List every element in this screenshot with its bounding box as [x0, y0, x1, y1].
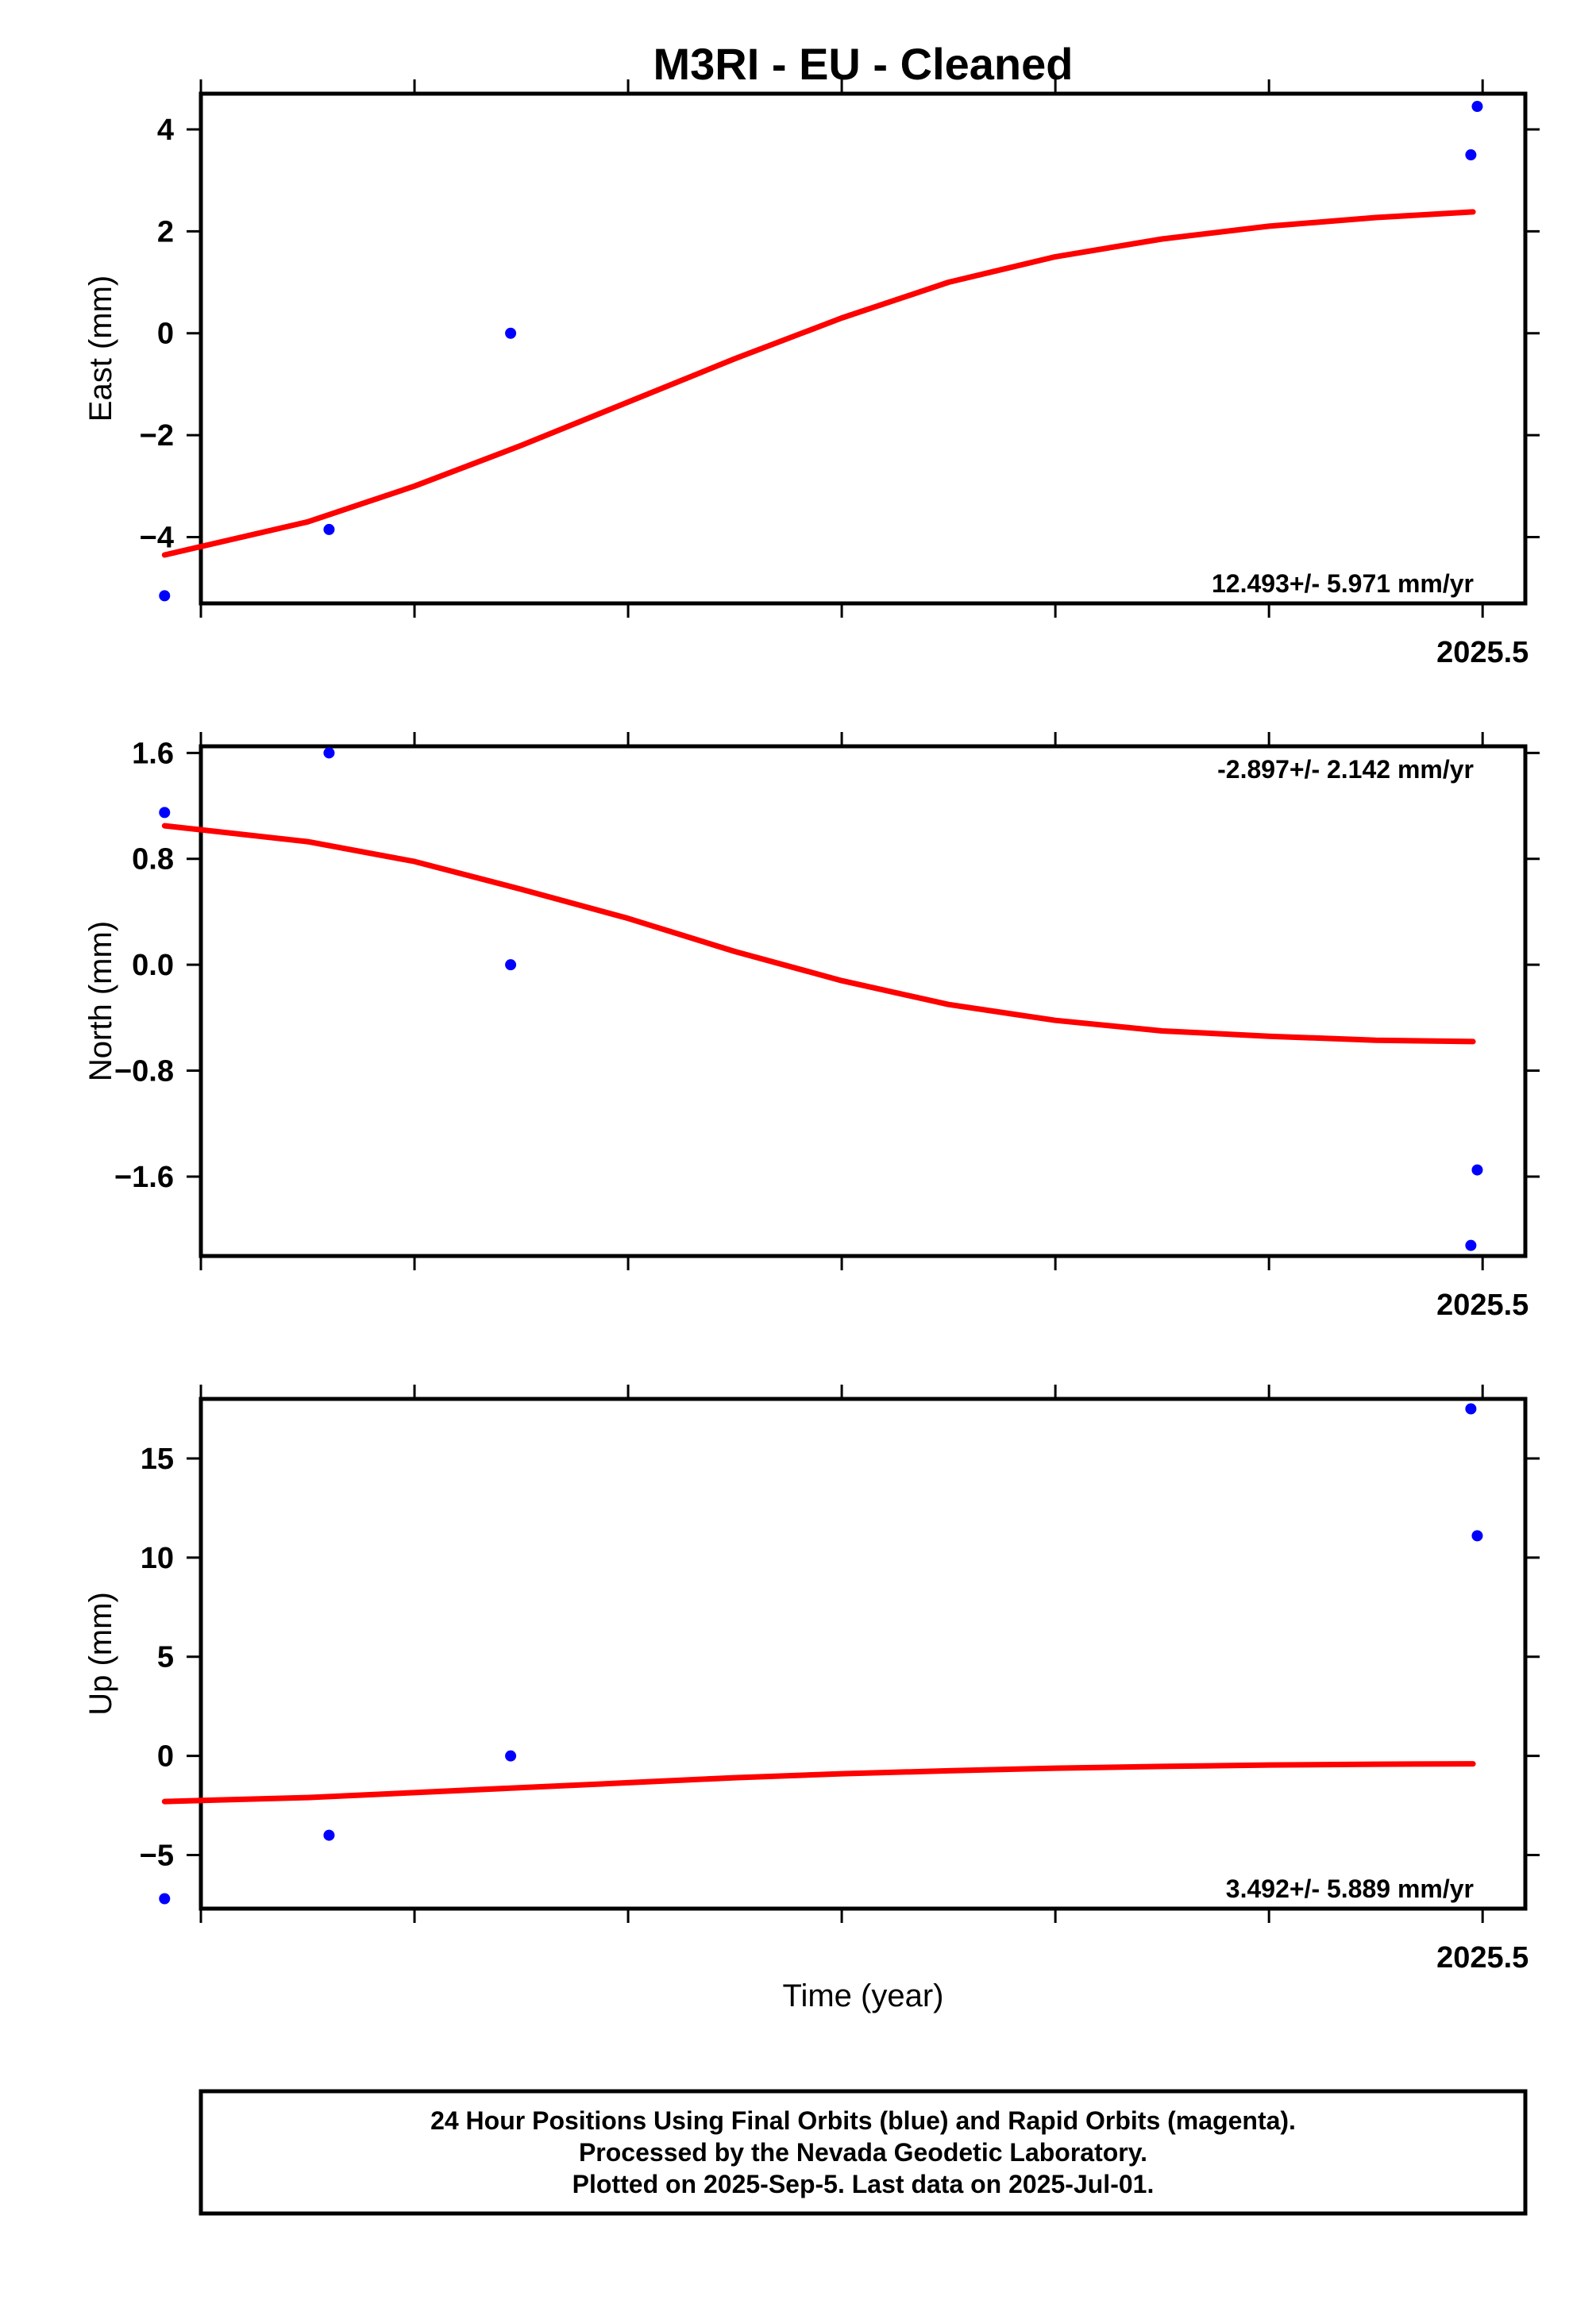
up-data-point [1465, 1403, 1477, 1415]
up-rate-label: 3.492+/- 5.889 mm/yr [1226, 1874, 1474, 1903]
footer-line-2: Processed by the Nevada Geodetic Laborat… [579, 2138, 1147, 2167]
north-xtick-label: 2025.5 [1436, 1289, 1529, 1322]
east-ytick-label: 2 [157, 215, 174, 249]
up-panel: −5 0 5 10 15 2025.5 Up (mm) 3.492+/- 5.889 mm/y… [83, 1385, 1540, 1975]
north-ytick-label: −1.6 [114, 1161, 174, 1194]
north-y-axis-label: North (mm) [83, 921, 118, 1081]
east-ytick-label: −4 [140, 522, 174, 555]
up-data-point [159, 1893, 171, 1905]
up-data-point [505, 1750, 517, 1762]
north-ytick-label: 0.0 [132, 949, 174, 982]
up-ytick-label: −5 [140, 1840, 174, 1873]
north-data-point [1471, 1164, 1483, 1176]
up-ytick-label: 0 [157, 1740, 174, 1774]
east-ytick-label: −2 [140, 419, 174, 453]
north-ytick-label: 1.6 [132, 737, 174, 770]
up-fit-line [161, 1761, 1476, 1805]
up-ytick-label: 15 [141, 1443, 174, 1476]
footer-line-1: 24 Hour Positions Using Final Orbits (bl… [430, 2106, 1296, 2135]
north-panel: −1.6 −0.8 0.0 0.8 1.6 2025.5 North (mm) -2.897+… [83, 732, 1540, 1322]
up-ytick-label: 5 [157, 1641, 174, 1674]
footer-line-3: Plotted on 2025-Sep-5. Last data on 2025… [572, 2170, 1155, 2198]
north-data-point [505, 959, 517, 971]
north-data-point [1465, 1239, 1477, 1251]
east-ytick-label: 4 [157, 114, 174, 147]
up-data-point [323, 1829, 335, 1841]
east-frame [199, 91, 1528, 606]
up-ytick-label: 10 [141, 1542, 174, 1575]
north-ytick-label: 0.8 [132, 843, 174, 877]
east-data-point [323, 523, 335, 535]
east-data-point [1471, 101, 1483, 113]
east-rate-label: 12.493+/- 5.971 mm/yr [1212, 569, 1474, 598]
east-fit-line [161, 209, 1476, 558]
north-rate-label: -2.897+/- 2.142 mm/yr [1217, 755, 1474, 784]
up-xtick-label: 2025.5 [1436, 1941, 1529, 1975]
up-frame [199, 1397, 1528, 1911]
east-data-point [159, 590, 171, 602]
up-data-point [1471, 1530, 1483, 1542]
north-frame [199, 744, 1528, 1258]
east-panel: −4 −2 0 2 4 2025.5 East (mm) 12.493+/- 5.971 mm… [83, 79, 1540, 669]
x-axis-label: Time (year) [783, 1978, 944, 2013]
chart-title: M3RI - EU - Cleaned [653, 39, 1074, 89]
north-data-point [323, 747, 335, 759]
east-xtick-label: 2025.5 [1436, 636, 1529, 669]
up-y-axis-label: Up (mm) [83, 1592, 118, 1716]
north-ytick-label: −0.8 [114, 1055, 174, 1088]
north-fit-line [161, 823, 1476, 1045]
east-y-axis-label: East (mm) [83, 275, 118, 422]
east-ytick-label: 0 [157, 318, 174, 351]
north-data-point [159, 807, 171, 819]
footer-box [199, 2089, 1528, 2216]
east-data-point [505, 327, 517, 339]
east-data-point [1465, 149, 1477, 161]
